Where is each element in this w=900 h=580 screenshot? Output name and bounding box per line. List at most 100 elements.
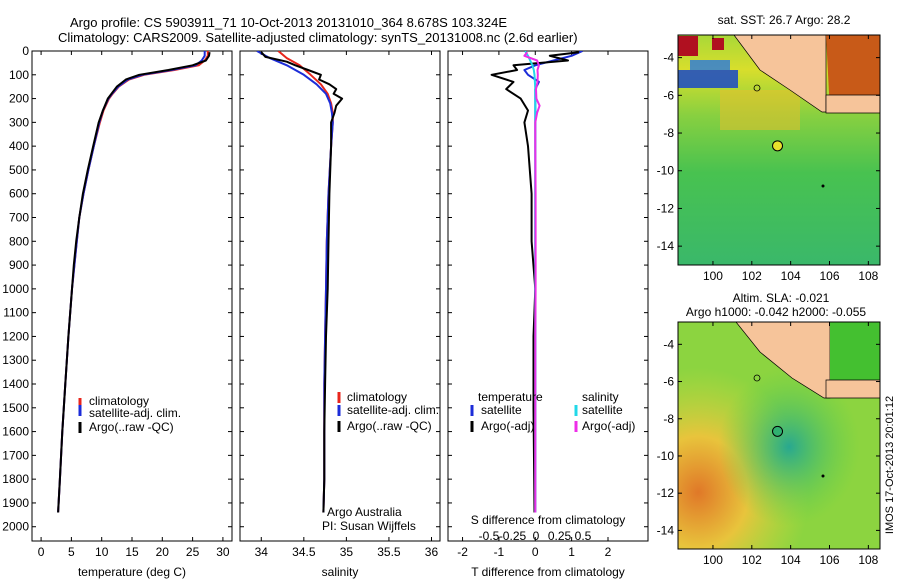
- difference-legend: temperature salinity satellite Argo(-adj…: [470, 390, 635, 433]
- sst-map-title: sat. SST: 26.7 Argo: 28.2: [718, 13, 851, 27]
- depth-tick-label: 1500: [2, 401, 29, 415]
- sst-cold-patch: [678, 70, 738, 88]
- legend-header-temperature: temperature: [478, 390, 543, 404]
- salinity-lines: [256, 51, 344, 513]
- depth-tick-label: 800: [9, 234, 29, 248]
- map-x-tick-label: 104: [781, 553, 801, 567]
- sla-map-axes: 100 102 104 106 108 -4 -6 -8 -10 -12 -14: [657, 322, 880, 567]
- depth-tick-label: 1300: [2, 353, 29, 367]
- x-tick-label: 30: [216, 545, 230, 559]
- salinity-depth-ticks: [240, 50, 440, 528]
- sst-cloud-patch-2: [712, 38, 724, 50]
- annotation-argo-australia: Argo Australia: [327, 505, 402, 519]
- sumatra-land: [735, 322, 831, 399]
- map-y-tick-label: -10: [657, 164, 675, 178]
- legend-header-salinity: salinity: [582, 390, 619, 404]
- legend-label-satellite: satellite-adj. clim.: [89, 406, 181, 420]
- depth-tick-label: 1600: [2, 425, 29, 439]
- map-y-tick-label: -6: [663, 88, 674, 102]
- land-heat-patch: [826, 35, 880, 112]
- sla-map-image: [678, 322, 880, 549]
- map-x-tick-label: 108: [858, 553, 878, 567]
- sla-map-subtitle: Argo h1000: -0.042 h2000: -0.055: [686, 305, 866, 319]
- island-christmas: [821, 474, 825, 478]
- map-y-tick-label: -14: [657, 239, 675, 253]
- difference-s-axis: -0.5 -0.25 0 0.25 0.5: [479, 529, 592, 543]
- x-tick-label: 36: [425, 545, 439, 559]
- island: [753, 374, 761, 382]
- x-tick-label: 0: [38, 545, 45, 559]
- legend-label-s-satellite: satellite: [582, 403, 623, 417]
- java-land: [825, 94, 880, 114]
- map-y-tick-label: -4: [663, 51, 674, 65]
- difference-axes-box: [447, 50, 649, 542]
- map-y-tick-label: -12: [657, 486, 675, 500]
- legend-label-argo: Argo(..raw -QC): [347, 419, 432, 433]
- temperature-lines: [57, 51, 211, 513]
- sst-cloud-patch: [678, 36, 698, 56]
- island-christmas: [821, 184, 825, 188]
- salinity-xlabel: salinity: [322, 565, 359, 579]
- temperature-xlabel: temperature (deg C): [78, 565, 186, 579]
- depth-tick-label: 300: [9, 115, 29, 129]
- temperature-axes-box: [31, 50, 233, 542]
- legend-label-climatology: climatology: [347, 390, 407, 404]
- depth-tick-label: 1000: [2, 282, 29, 296]
- series-line-argo: [260, 51, 344, 513]
- difference-x-axis: -2 -1 0 1 2: [457, 51, 612, 559]
- map-x-tick-label: 108: [858, 269, 878, 283]
- legend-label-satellite: satellite-adj. clim.: [347, 403, 439, 417]
- imos-timestamp-label: IMOS 17-Oct-2013 20:01:12: [884, 396, 896, 534]
- annotation-pi-name: PI: Susan Wijffels: [322, 519, 416, 533]
- x-tick-label: 1: [568, 545, 575, 559]
- legend-label-s-argo: Argo(-adj): [582, 419, 635, 433]
- depth-tick-label: 500: [9, 163, 29, 177]
- depth-tick-label: 900: [9, 258, 29, 272]
- salinity-legend: climatology satellite-adj. clim. Argo(..…: [337, 390, 439, 433]
- legend-label-argo: Argo(..raw -QC): [89, 420, 174, 434]
- map-y-tick-label: -10: [657, 449, 675, 463]
- temperature-panel: 0100200300400500600700800900100011001200…: [2, 44, 233, 579]
- x-tick-label: 0: [532, 545, 539, 559]
- difference-panel: -2 -1 0 1 2 -0.5 -0.25 0 0.25 0.5 T difference f…: [447, 50, 649, 579]
- depth-tick-label: 600: [9, 187, 29, 201]
- map-x-tick-label: 102: [742, 553, 762, 567]
- s-tick-label: 0.5: [575, 529, 592, 543]
- x-tick-label: -2: [457, 545, 468, 559]
- depth-tick-label: 1800: [2, 472, 29, 486]
- figure-title-line1: Argo profile: CS 5903911_71 10-Oct-2013 …: [70, 15, 507, 30]
- legend-label-climatology: climatology: [89, 394, 149, 408]
- x-tick-label: 20: [156, 545, 170, 559]
- salinity-x-axis: 34 34.5 35 35.5 36: [255, 51, 439, 559]
- map-x-tick-label: 106: [819, 269, 839, 283]
- map-x-tick-label: 102: [742, 269, 762, 283]
- temperature-legend: climatology satellite-adj. clim. Argo(..…: [78, 394, 181, 434]
- x-tick-label: -1: [494, 545, 505, 559]
- depth-axis: 0 100 200 300 400 500 600 700 800 900 1000 1100 1200…: [2, 44, 232, 534]
- x-tick-label: 34.5: [292, 545, 316, 559]
- map-x-tick-label: 100: [703, 269, 723, 283]
- x-tick-label: 34: [255, 545, 269, 559]
- s-tick-label: -0.25: [499, 529, 527, 543]
- sla-map-title: Altim. SLA: -0.021: [733, 291, 830, 305]
- map-y-tick-label: -6: [663, 375, 674, 389]
- map-y-tick-label: -14: [657, 523, 675, 537]
- depth-tick-label: 1100: [3, 306, 29, 320]
- map-x-tick-label: 104: [781, 269, 801, 283]
- depth-tick-label: 2000: [2, 520, 29, 534]
- sst-warm-band: [720, 90, 800, 130]
- salinity-axes-box: [239, 50, 441, 542]
- series-line-salinity_argo: [523, 51, 541, 513]
- depth-tick-label: 1700: [2, 448, 29, 462]
- java-land: [825, 379, 880, 399]
- depth-tick-label: 1400: [2, 377, 29, 391]
- x-tick-label: 15: [125, 545, 139, 559]
- depth-tick-label: 100: [9, 68, 29, 82]
- argo-float-marker: [772, 140, 784, 152]
- series-line-argo: [490, 51, 580, 513]
- sst-map-panel: sat. SST: 26.7 Argo: 28.2 100 102 104 106 10…: [657, 13, 881, 283]
- figure-title-line2: Climatology: CARS2009. Satellite-adjuste…: [58, 30, 578, 45]
- x-tick-label: 5: [68, 545, 75, 559]
- salinity-panel: 34 34.5 35 35.5 36 salinity climatology sate…: [239, 50, 441, 579]
